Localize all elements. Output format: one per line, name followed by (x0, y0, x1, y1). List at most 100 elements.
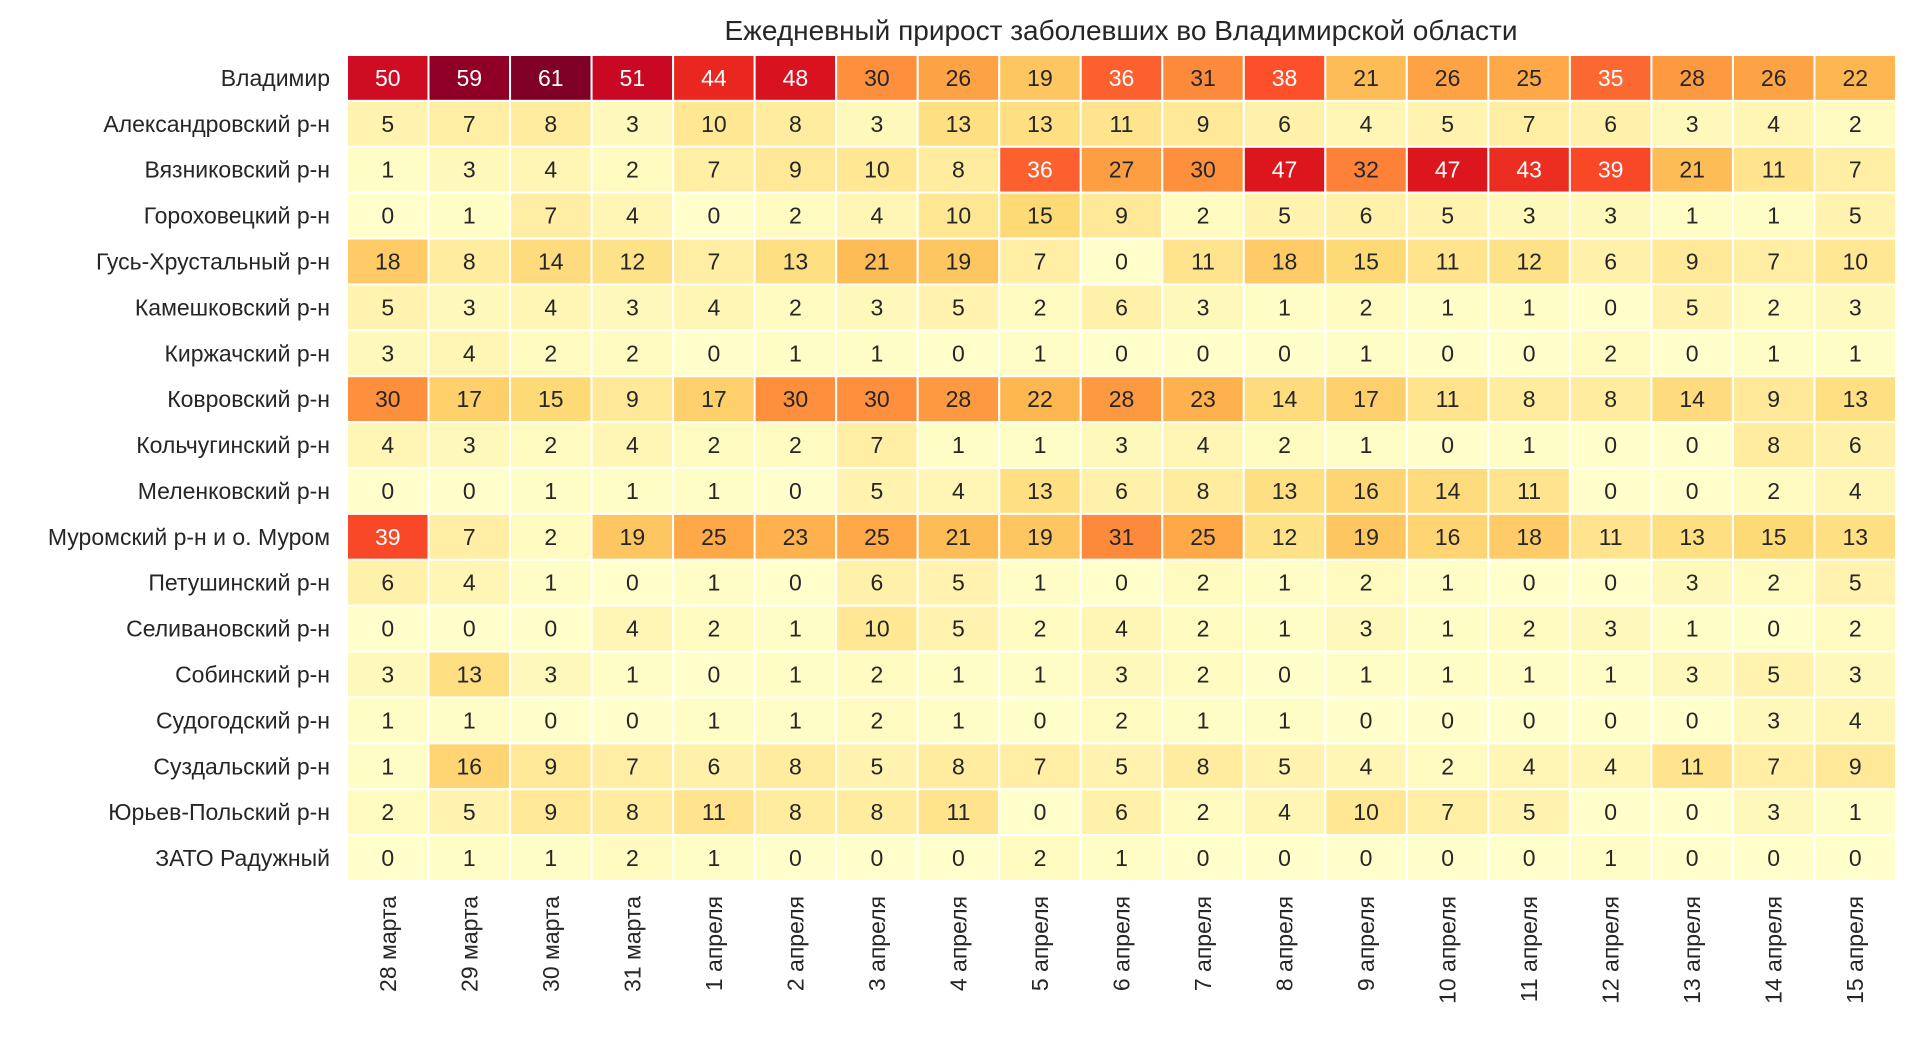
cell-value-label: 0 (1523, 340, 1536, 366)
cell-value-label: 9 (626, 386, 639, 412)
cell-value-label: 4 (1604, 753, 1617, 779)
heatmap-cell (916, 467, 1001, 515)
cell-value-label: 1 (1034, 570, 1047, 596)
cell-value-label: 6 (1849, 432, 1862, 458)
heatmap-cell (346, 604, 430, 653)
heatmap-cell (1731, 467, 1816, 515)
cell-value-label: 5 (952, 616, 965, 642)
heatmap-cell (1161, 604, 1245, 653)
column-label: 13 апреля (1679, 896, 1705, 1004)
heatmap-cell (509, 421, 593, 470)
cell-value-label: 3 (1849, 294, 1862, 320)
cell-value-label: 0 (1360, 707, 1373, 733)
cell-value-label: 2 (871, 707, 884, 733)
heatmap-cell (1079, 467, 1164, 515)
cell-value-label: 25 (701, 524, 727, 550)
cell-value-label: 7 (871, 432, 884, 458)
cell-value-label: 2 (626, 340, 639, 366)
heatmap-cell (346, 375, 430, 424)
cell-value-label: 0 (1686, 478, 1699, 504)
heatmap-cell (346, 788, 430, 837)
heatmap-cell (1242, 329, 1327, 378)
cell-value-label: 30 (375, 386, 401, 412)
cell-value-label: 11 (1436, 249, 1460, 275)
heatmap-cell (1242, 696, 1327, 745)
heatmap-cell (753, 512, 838, 561)
cell-value-label: 0 (381, 845, 394, 871)
heatmap-cell (1568, 145, 1653, 194)
cell-value-label: 0 (1604, 570, 1617, 596)
cell-value-label: 0 (1686, 707, 1699, 733)
heatmap-cell (1650, 145, 1734, 194)
heatmap-cell (1242, 742, 1327, 791)
cell-value-label: 7 (1034, 753, 1047, 779)
heatmap-cell (1568, 650, 1653, 699)
column-label: 6 апреля (1109, 896, 1135, 991)
cell-value-label: 1 (544, 478, 557, 504)
cell-value-label: 4 (1278, 799, 1291, 825)
column-label: 8 апреля (1272, 896, 1298, 991)
cell-value-label: 1 (1441, 294, 1454, 320)
cell-value-label: 0 (381, 478, 394, 504)
cell-value-label: 18 (1272, 249, 1298, 275)
heatmap-cell (1813, 191, 1897, 240)
heatmap-cell (427, 191, 512, 240)
row-label: Гороховецкий р-н (144, 203, 330, 229)
cell-value-label: 51 (620, 65, 646, 91)
heatmap-cell (1079, 788, 1164, 837)
heatmap-cell (1324, 283, 1408, 332)
heatmap-cells (346, 54, 1897, 882)
cell-value-label: 3 (1604, 203, 1617, 229)
cell-value-label: 19 (946, 249, 972, 275)
cell-value-label: 4 (463, 340, 476, 366)
cell-value-label: 3 (1604, 616, 1617, 642)
cell-value-label: 5 (381, 294, 394, 320)
cell-value-label: 5 (871, 478, 884, 504)
cell-value-label: 1 (1034, 432, 1047, 458)
heatmap-cell (346, 558, 430, 607)
heatmap-cell (1324, 558, 1408, 607)
row-label: Юрьев-Польский р-н (108, 799, 330, 825)
cell-value-label: 10 (864, 616, 890, 642)
heatmap-cell (1161, 191, 1245, 240)
cell-value-label: 3 (626, 111, 639, 137)
column-label: 1 апреля (701, 896, 727, 991)
cell-value-label: 2 (1034, 616, 1047, 642)
cell-value-label: 6 (1278, 111, 1291, 137)
cell-value-label: 11 (702, 799, 726, 825)
cell-value-label: 8 (789, 753, 802, 779)
heatmap-cell (1405, 788, 1490, 837)
cell-value-label: 4 (1360, 753, 1373, 779)
cell-value-label: 48 (783, 65, 809, 91)
row-label: ЗАТО Радужный (155, 845, 330, 871)
heatmap-cell (916, 558, 1001, 607)
cell-value-label: 9 (1686, 249, 1699, 275)
heatmap-cell (1079, 54, 1164, 102)
cell-value-label: 1 (1604, 662, 1617, 688)
row-label: Меленковский р-н (138, 478, 330, 504)
cell-value-label: 1 (1197, 707, 1210, 733)
heatmap-cell (590, 604, 675, 653)
cell-value-label: 0 (1115, 249, 1128, 275)
cell-value-label: 8 (952, 753, 965, 779)
heatmap-cell (1731, 834, 1816, 882)
cell-value-label: 0 (1686, 432, 1699, 458)
cell-value-label: 3 (1197, 294, 1210, 320)
column-label: 29 марта (456, 896, 482, 992)
cell-value-label: 8 (871, 799, 884, 825)
heatmap-cell (753, 237, 838, 286)
cell-value-label: 1 (707, 570, 720, 596)
heatmap-cell (509, 558, 593, 607)
cell-value-label: 5 (1115, 753, 1128, 779)
heatmap-cell (1487, 191, 1571, 240)
cell-value-label: 9 (1767, 386, 1780, 412)
heatmap-cell (1487, 283, 1571, 332)
cell-value-label: 0 (871, 845, 884, 871)
cell-value-label: 3 (463, 294, 476, 320)
cell-value-label: 0 (1604, 294, 1617, 320)
cell-value-label: 47 (1435, 157, 1461, 183)
heatmap-cell (1324, 145, 1408, 194)
cell-value-label: 8 (1523, 386, 1536, 412)
column-label: 28 марта (375, 896, 401, 992)
cell-value-label: 5 (1441, 203, 1454, 229)
